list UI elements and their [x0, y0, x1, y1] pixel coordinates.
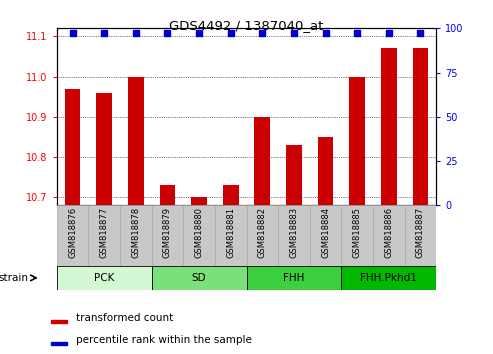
Bar — [381, 48, 397, 205]
Bar — [310, 205, 341, 266]
Text: percentile rank within the sample: percentile rank within the sample — [76, 335, 252, 345]
Text: GSM818886: GSM818886 — [385, 207, 393, 258]
Bar — [88, 205, 120, 266]
Text: GSM818876: GSM818876 — [68, 207, 77, 258]
Bar — [57, 205, 88, 266]
Text: PCK: PCK — [94, 273, 114, 283]
Bar — [128, 76, 143, 205]
Bar — [57, 266, 152, 290]
Bar — [120, 205, 152, 266]
Text: GDS4492 / 1387040_at: GDS4492 / 1387040_at — [169, 19, 324, 33]
Bar — [246, 205, 278, 266]
Bar — [373, 205, 405, 266]
Text: GSM818884: GSM818884 — [321, 207, 330, 258]
Text: SD: SD — [192, 273, 207, 283]
Bar — [51, 342, 67, 345]
Bar — [246, 266, 341, 290]
Text: GSM818877: GSM818877 — [100, 207, 108, 258]
Text: GSM818883: GSM818883 — [289, 207, 298, 258]
Point — [227, 30, 235, 36]
Bar — [317, 137, 333, 205]
Bar — [152, 266, 246, 290]
Bar — [183, 205, 215, 266]
Bar — [350, 76, 365, 205]
Bar — [223, 185, 239, 205]
Text: GSM818879: GSM818879 — [163, 207, 172, 258]
Text: GSM818887: GSM818887 — [416, 207, 425, 258]
Point — [164, 30, 172, 36]
Text: GSM818878: GSM818878 — [131, 207, 141, 258]
Text: FHH: FHH — [283, 273, 305, 283]
Text: transformed count: transformed count — [76, 313, 174, 323]
Text: FHH.Pkhd1: FHH.Pkhd1 — [360, 273, 417, 283]
Bar — [278, 205, 310, 266]
Text: GSM818882: GSM818882 — [258, 207, 267, 258]
Point — [353, 30, 361, 36]
Bar — [405, 205, 436, 266]
Text: strain: strain — [0, 273, 29, 283]
Bar — [191, 197, 207, 205]
Bar — [341, 266, 436, 290]
Point — [417, 30, 424, 36]
Text: GSM818880: GSM818880 — [195, 207, 204, 258]
Bar — [96, 93, 112, 205]
Bar — [65, 88, 80, 205]
Text: GSM818881: GSM818881 — [226, 207, 235, 258]
Point — [258, 30, 266, 36]
Point — [132, 30, 140, 36]
Bar — [286, 145, 302, 205]
Bar — [152, 205, 183, 266]
Bar — [215, 205, 246, 266]
Bar — [254, 117, 270, 205]
Point — [290, 30, 298, 36]
Point — [195, 30, 203, 36]
Bar — [341, 205, 373, 266]
Point — [69, 30, 76, 36]
Point — [385, 30, 393, 36]
Text: GSM818885: GSM818885 — [352, 207, 362, 258]
Point — [100, 30, 108, 36]
Point — [321, 30, 329, 36]
Bar — [160, 185, 176, 205]
Bar — [51, 320, 67, 323]
Bar — [413, 48, 428, 205]
